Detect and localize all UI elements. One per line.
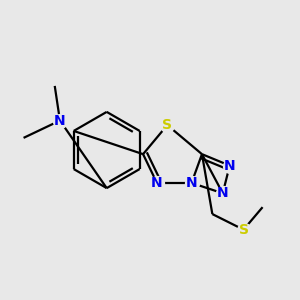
Text: S: S [162,118,172,132]
Text: N: N [151,176,163,190]
Text: N: N [186,176,197,190]
Text: N: N [54,114,66,128]
Text: N: N [224,159,236,172]
Text: S: S [238,223,248,237]
Text: N: N [217,186,229,200]
